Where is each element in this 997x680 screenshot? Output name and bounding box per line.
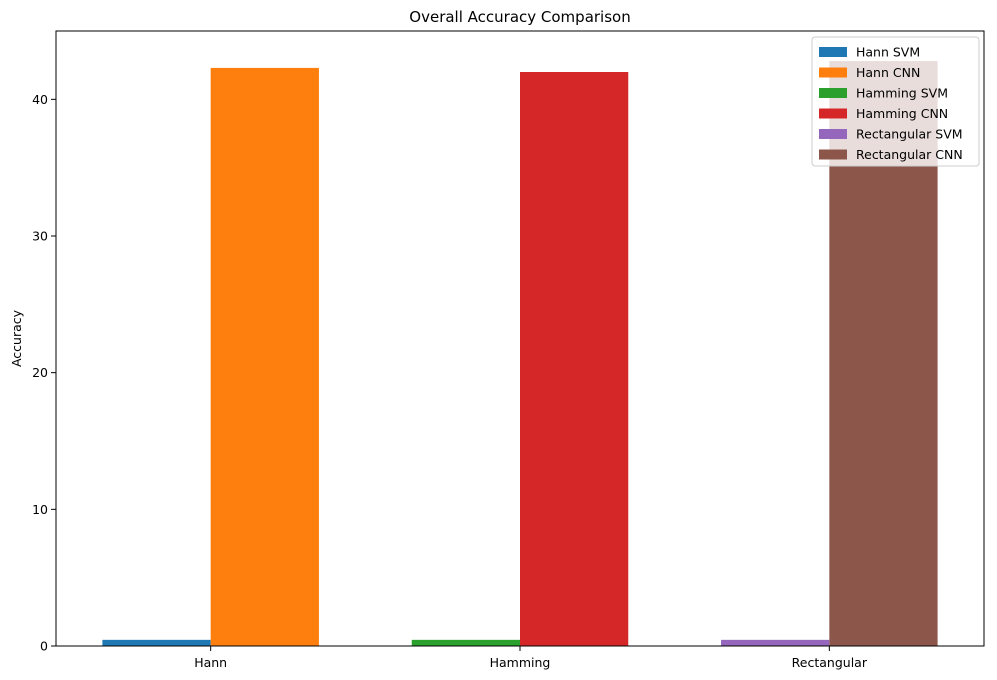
legend-box [811, 36, 980, 167]
legend-swatch [819, 108, 847, 119]
legend-swatch [819, 47, 847, 57]
legend-label: Hamming SVM [856, 86, 948, 101]
y-tick-label: 10 [32, 502, 48, 517]
bar-hamming-svm [411, 639, 520, 646]
x-tick-label: Hann [194, 655, 227, 670]
y-axis-label: Accuracy [9, 309, 24, 367]
legend-swatch [819, 149, 847, 160]
axes-layer: 0 10 20 30 40 Hann Hamming Rectangular [32, 30, 985, 670]
x-tick-label: Hamming [490, 655, 551, 670]
x-tick-label: Rectangular [792, 655, 868, 670]
bar-hann-cnn [210, 67, 319, 646]
y-tick-label: 30 [32, 229, 48, 244]
legend-label: Hamming CNN [856, 106, 948, 121]
legend: Hann SVM Hann CNN Hamming SVM Hamming CNN Re… [811, 36, 980, 167]
legend-label: Rectangular SVM [856, 127, 963, 142]
bar-rectangular-svm [721, 639, 830, 646]
y-tick-label: 40 [32, 92, 48, 107]
legend-label: Hann SVM [856, 45, 920, 60]
legend-label: Rectangular CNN [856, 147, 963, 162]
bar-hamming-cnn [520, 72, 629, 646]
y-tick-label: 20 [32, 365, 48, 380]
y-tick-label: 0 [40, 639, 48, 654]
legend-label: Hann CNN [856, 65, 920, 80]
legend-swatch [819, 88, 847, 98]
legend-swatch [819, 67, 847, 78]
bar-hann-svm [102, 639, 211, 646]
legend-swatch [819, 129, 847, 139]
chart-title: Overall Accuracy Comparison [409, 8, 630, 26]
bars-layer [102, 61, 938, 647]
